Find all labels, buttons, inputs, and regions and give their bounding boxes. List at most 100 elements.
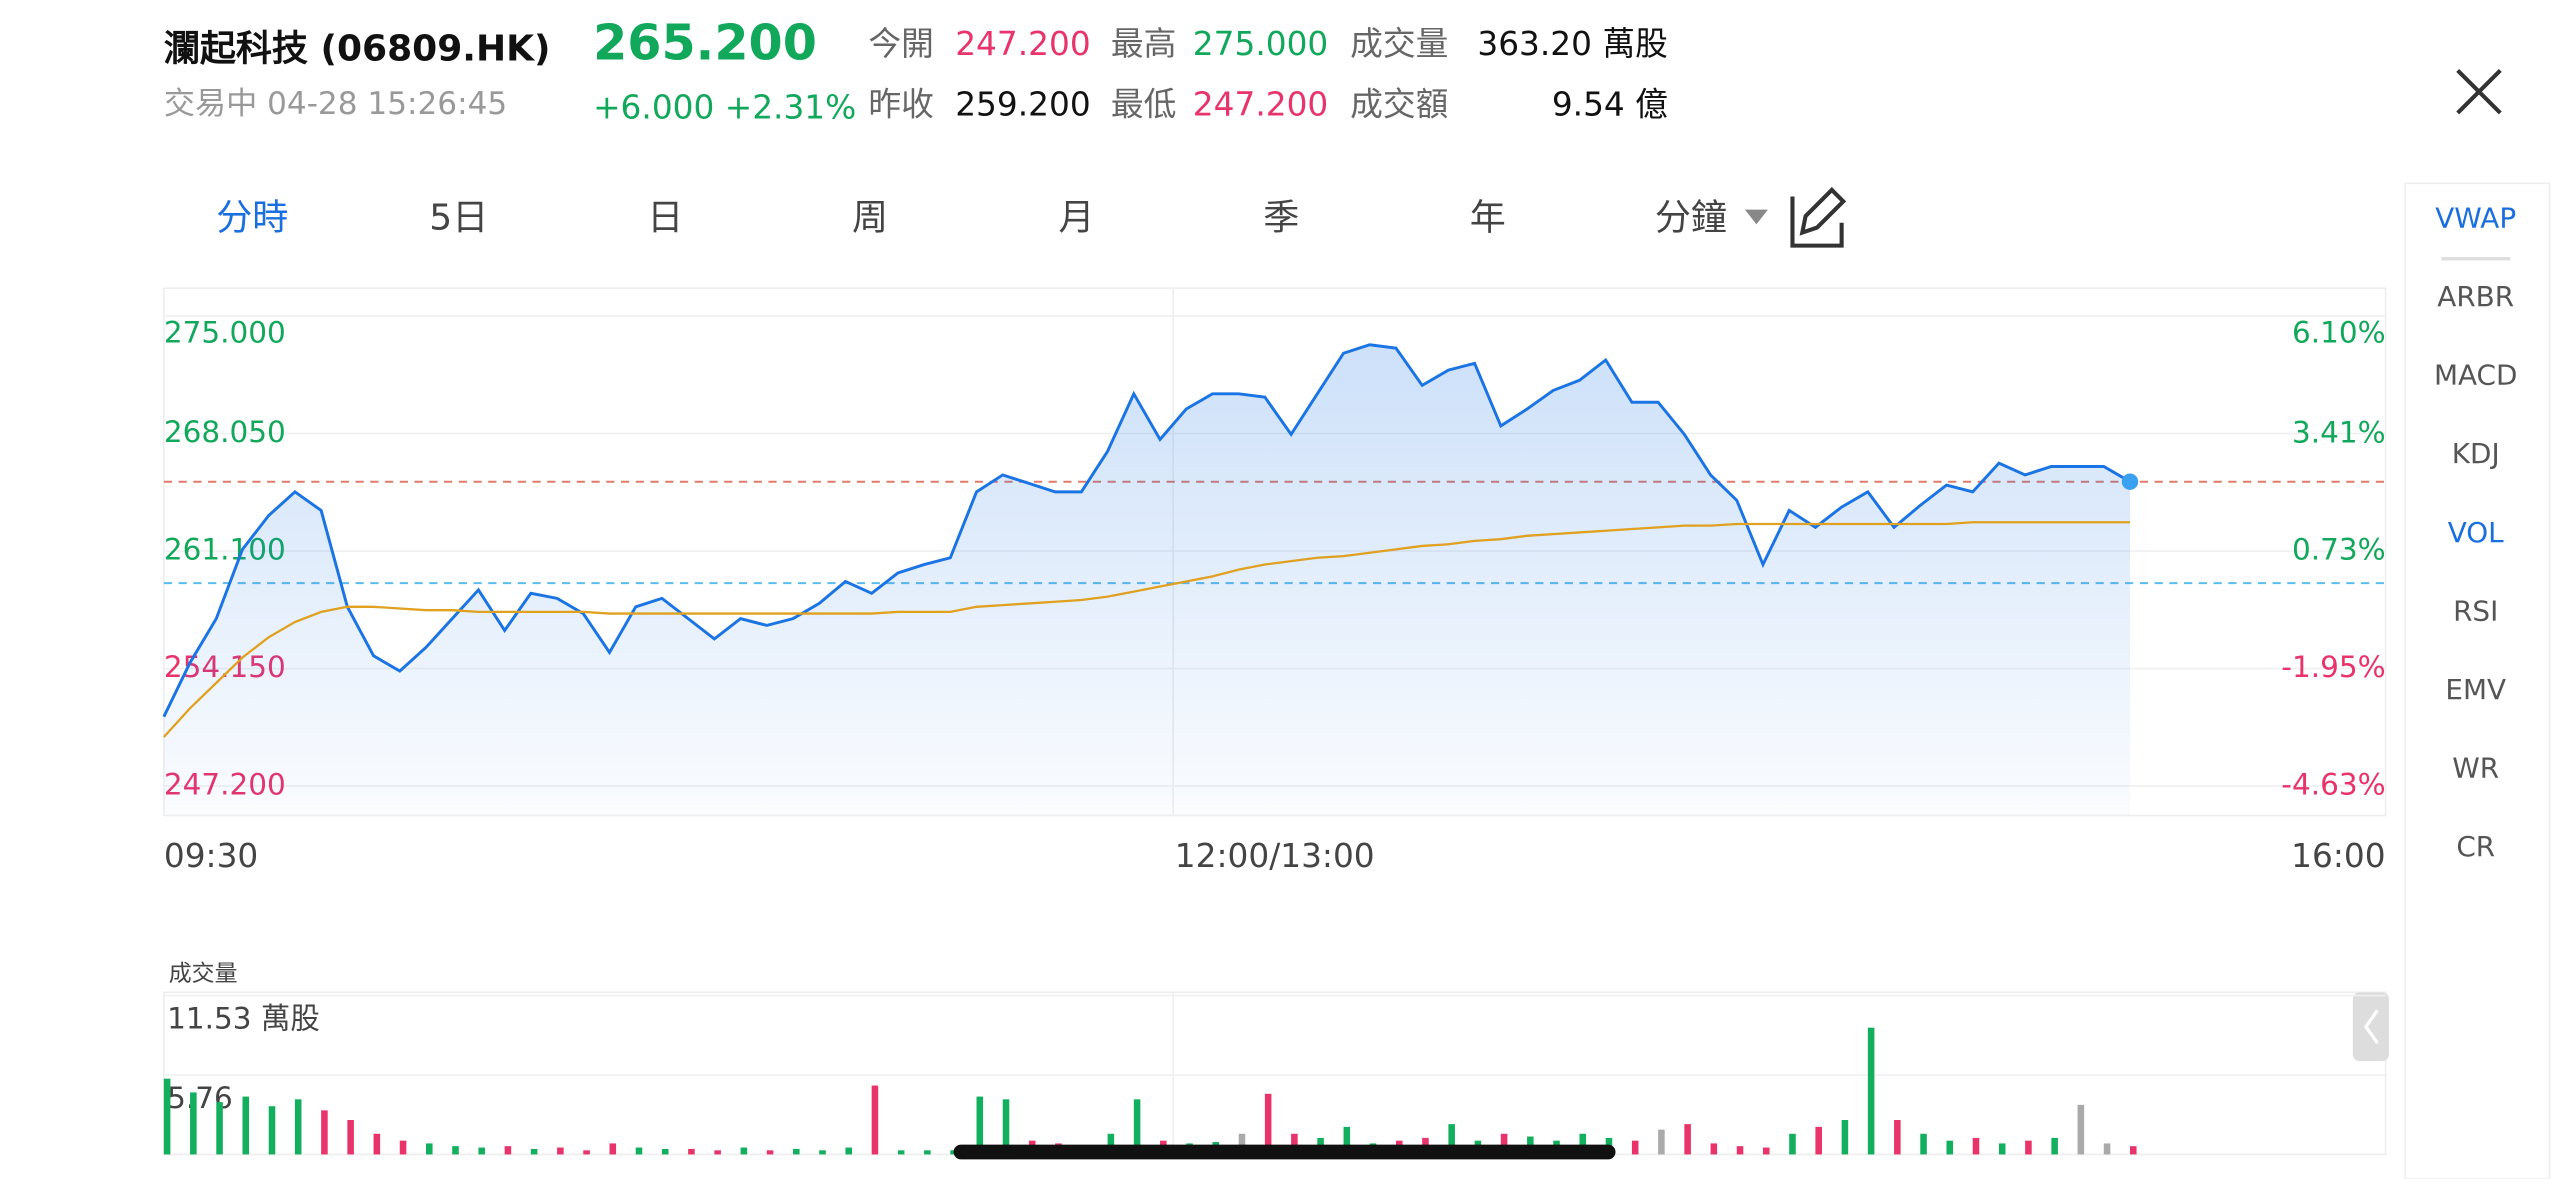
stock-name: 瀾起科技 (06809.HK) bbox=[164, 29, 551, 70]
indicator-tab[interactable]: VWAP bbox=[2435, 201, 2516, 234]
volume-title: 成交量 bbox=[169, 961, 238, 987]
volume-bar bbox=[1448, 1124, 1455, 1155]
stat-label: 今開 bbox=[868, 25, 934, 63]
volume-bar bbox=[294, 1099, 302, 1155]
close-button[interactable] bbox=[2456, 68, 2502, 115]
volume-bar bbox=[766, 1150, 774, 1155]
volume-bar bbox=[924, 1150, 931, 1155]
volume-bar bbox=[1002, 1099, 1010, 1155]
volume-bar bbox=[1762, 1147, 1770, 1155]
volume-bar bbox=[1894, 1119, 1901, 1155]
volume-bar bbox=[1815, 1126, 1822, 1155]
stat-label: 昨收 bbox=[868, 85, 934, 123]
y2-tick-label: -4.63% bbox=[2281, 768, 2385, 802]
volume-bar bbox=[2025, 1140, 2032, 1155]
indicator-tab[interactable]: EMV bbox=[2445, 673, 2506, 706]
volume-bar bbox=[321, 1110, 328, 1155]
volume-bar bbox=[1133, 1099, 1141, 1155]
vwap-line bbox=[162, 521, 2130, 738]
volume-bar bbox=[845, 1147, 852, 1155]
volume-bar bbox=[1998, 1143, 2006, 1155]
stat-label: 最低 bbox=[1111, 85, 1177, 123]
volume-bar bbox=[1658, 1129, 1665, 1155]
volume-bar bbox=[897, 1150, 905, 1155]
y-tick-label: 275.000 bbox=[164, 316, 286, 350]
volume-bar bbox=[242, 1096, 250, 1155]
draw-icon bbox=[1790, 187, 1847, 248]
price-area bbox=[163, 344, 2130, 816]
volume-bar bbox=[452, 1146, 459, 1155]
volume-bar bbox=[1107, 1133, 1115, 1155]
y2-tick-label: -1.95% bbox=[2281, 650, 2385, 684]
volume-bar bbox=[1238, 1133, 1246, 1155]
volume-bar bbox=[190, 1092, 197, 1155]
indicator-tab[interactable]: VOL bbox=[2448, 516, 2504, 549]
close-icon bbox=[2456, 68, 2502, 115]
price-change: +6.000 +2.31% bbox=[593, 89, 856, 127]
price-line bbox=[162, 343, 2131, 718]
volume-bar bbox=[583, 1150, 590, 1155]
period-tab[interactable]: 5日 bbox=[429, 197, 488, 238]
period-tab[interactable]: 周 bbox=[852, 197, 888, 238]
volume-bar bbox=[1920, 1133, 1927, 1155]
indicator-tab[interactable]: RSI bbox=[2453, 594, 2498, 627]
stat-value: 259.200 bbox=[955, 85, 1090, 123]
volume-frame bbox=[163, 991, 2387, 1156]
volume-bar bbox=[1631, 1140, 1639, 1155]
handle-icon bbox=[2363, 1009, 2379, 1045]
stat-label: 最高 bbox=[1111, 25, 1177, 63]
indicator-tab[interactable]: CR bbox=[2456, 830, 2495, 863]
indicator-tab[interactable]: ARBR bbox=[2437, 280, 2514, 313]
volume-bar bbox=[2051, 1137, 2058, 1155]
volume-bar bbox=[216, 1102, 223, 1155]
volume-bar bbox=[635, 1147, 643, 1155]
indicator-panel bbox=[2404, 182, 2551, 1179]
period-tab[interactable]: 分鐘 bbox=[1655, 197, 1727, 238]
volume-bar bbox=[1736, 1146, 1744, 1155]
volume-bar bbox=[530, 1148, 538, 1155]
period-tab[interactable]: 日 bbox=[647, 197, 683, 238]
last-price-dot bbox=[2121, 473, 2139, 490]
volume-bar bbox=[163, 1078, 171, 1155]
period-tab[interactable]: 年 bbox=[1470, 197, 1506, 238]
volume-bar bbox=[609, 1143, 617, 1155]
period-tab[interactable]: 分時 bbox=[216, 197, 288, 238]
volume-bar bbox=[426, 1143, 433, 1155]
volume-bar bbox=[1867, 1027, 1875, 1155]
y2-tick-label: 3.41% bbox=[2292, 415, 2386, 449]
stat-label: 成交額 bbox=[1350, 85, 1448, 123]
volume-bar bbox=[1841, 1119, 1849, 1155]
volume-bar bbox=[950, 1150, 957, 1155]
stat-value: 363.20 萬股 bbox=[1477, 25, 1668, 63]
volume-bar bbox=[819, 1150, 826, 1155]
volume-bar bbox=[688, 1148, 695, 1155]
volume-bar bbox=[478, 1147, 485, 1155]
home-indicator bbox=[953, 1144, 1616, 1160]
volume-bar bbox=[871, 1085, 879, 1155]
volume-bar bbox=[2103, 1143, 2111, 1155]
y-tick-label: 11.53 萬股 bbox=[167, 1002, 320, 1036]
y2-tick-label: 6.10% bbox=[2292, 316, 2386, 350]
volume-bar bbox=[976, 1096, 984, 1155]
draw-tool[interactable] bbox=[1790, 187, 1847, 248]
volume-bar bbox=[1264, 1093, 1272, 1155]
period-tab[interactable]: 季 bbox=[1263, 197, 1299, 238]
volume-bar bbox=[1789, 1133, 1796, 1155]
volume-bar bbox=[1972, 1137, 1980, 1155]
volume-bar bbox=[1684, 1124, 1691, 1155]
indicator-tab[interactable]: WR bbox=[2452, 752, 2499, 785]
volume-bar bbox=[793, 1148, 800, 1155]
indicator-tab[interactable]: MACD bbox=[2434, 359, 2517, 392]
x-tick-label: 09:30 bbox=[164, 837, 258, 875]
trade-status: 交易中 04-28 15:26:45 bbox=[164, 86, 507, 122]
volume-bar bbox=[373, 1133, 381, 1155]
volume-bar bbox=[1291, 1133, 1298, 1155]
indicator-tab[interactable]: KDJ bbox=[2452, 437, 2500, 470]
x-tick-label: 12:00/13:00 bbox=[1175, 837, 1375, 875]
volume-bar bbox=[1579, 1133, 1587, 1155]
stat-value: 275.000 bbox=[1193, 25, 1328, 63]
panel-handle[interactable] bbox=[2352, 992, 2389, 1062]
x-tick-label: 16:00 bbox=[2291, 837, 2385, 875]
period-tab[interactable]: 月 bbox=[1058, 197, 1094, 238]
